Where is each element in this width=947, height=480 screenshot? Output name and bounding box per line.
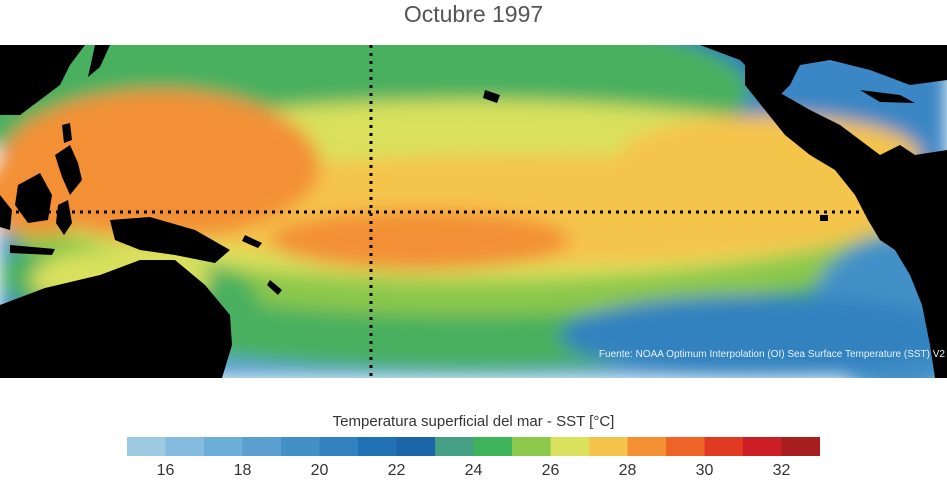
land-solomon <box>242 235 262 248</box>
colorbar-swatch <box>704 437 744 456</box>
land-sulawesi <box>56 200 72 235</box>
land-asia <box>0 45 85 115</box>
colorbar-swatch <box>242 437 282 456</box>
colorbar-title: Temperatura superficial del mar - SST [°… <box>332 413 615 430</box>
colorbar-swatch <box>281 437 320 456</box>
colorbar-swatch <box>396 437 436 456</box>
colorbar-swatch <box>319 437 359 456</box>
colorbar-swatch <box>435 437 474 456</box>
colorbar-tick-label: 16 <box>156 462 175 479</box>
land-masses <box>0 45 947 378</box>
land-cuba <box>860 90 915 103</box>
colorbar-tick-label: 26 <box>541 462 560 479</box>
colorbar-tick-label: 32 <box>772 462 791 479</box>
colorbar-swatch <box>589 437 628 456</box>
colorbar-swatch <box>781 437 820 456</box>
colorbar-swatch <box>512 437 551 456</box>
land-mexico <box>745 65 947 378</box>
map-title: Octubre 1997 <box>403 1 544 27</box>
land-sumatra <box>0 195 12 230</box>
colorbar-swatch <box>165 437 205 456</box>
land-japan <box>88 45 110 77</box>
sst-map <box>0 45 947 378</box>
land-new-guinea <box>110 217 230 263</box>
land-philippines <box>55 145 82 195</box>
sst-south-east-band <box>560 295 947 375</box>
source-note: Fuente: NOAA Optimum Interpolation (OI) … <box>598 349 945 360</box>
land-hawaii <box>483 90 500 103</box>
colorbar-tick-label: 18 <box>233 462 252 479</box>
colorbar-tick-label: 24 <box>464 462 483 479</box>
colorbar-ticks: 16 18 20 22 24 26 28 30 32 <box>0 462 947 480</box>
colorbar-swatch <box>204 437 243 456</box>
land-java <box>10 245 55 255</box>
reference-lines <box>0 45 947 378</box>
colorbar-tick-label: 30 <box>695 462 714 479</box>
sst-central-warm <box>270 210 570 270</box>
colorbar-tick-label: 22 <box>387 462 406 479</box>
colorbar-swatch <box>358 437 397 456</box>
land-australia <box>0 260 232 378</box>
colorbar-swatch <box>743 437 782 456</box>
colorbar-swatch <box>627 437 667 456</box>
colorbar-tick-label: 20 <box>310 462 329 479</box>
land-north-america <box>700 45 947 95</box>
colorbar-swatch <box>127 437 166 456</box>
land-taiwan <box>62 123 72 143</box>
land-new-caledonia <box>267 280 282 295</box>
colorbar-swatch <box>666 437 705 456</box>
colorbar <box>127 437 820 456</box>
colorbar-swatch <box>473 437 513 456</box>
land-galapagos <box>820 215 828 221</box>
colorbar-swatch <box>550 437 590 456</box>
colorbar-tick-label: 28 <box>618 462 637 479</box>
sst-field <box>0 45 947 378</box>
